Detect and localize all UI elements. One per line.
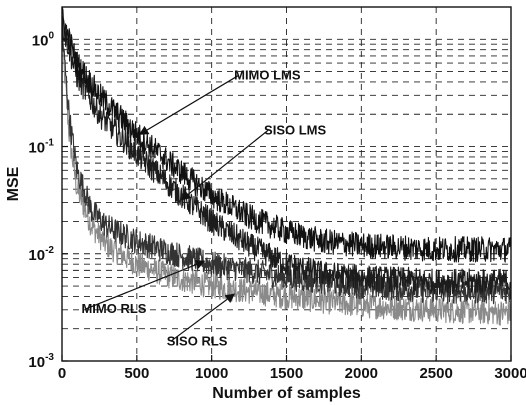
y-tick-label: 10-2 — [28, 245, 54, 264]
series-lines — [61, 7, 512, 326]
axis-ticks: 0 500 1000 1500 2000 2500 3000 100 10-1 10-2 10-3 — [28, 30, 526, 382]
x-tick-label: 500 — [124, 365, 149, 382]
x-tick-label: 1500 — [270, 365, 303, 382]
y-tick-label: 10-3 — [28, 352, 54, 371]
x-axis-label: Number of samples — [212, 385, 361, 402]
x-tick-label: 1000 — [195, 365, 228, 382]
annotations: MIMO LMS SISO LMS MIMO RLS SISO RLS — [81, 68, 326, 349]
series-line-siso-rls — [61, 35, 512, 326]
y-tick-label: 10-1 — [28, 138, 54, 157]
x-tick-label: 0 — [58, 365, 66, 382]
annotation-arrow-siso-lms — [180, 129, 269, 201]
x-tick-label: 2000 — [345, 365, 378, 382]
annotation-label-mimo-lms: MIMO LMS — [234, 68, 301, 83]
series-line-siso-lms — [61, 15, 512, 295]
annotation-arrow-siso-rls — [170, 293, 236, 342]
y-axis-label: MSE — [5, 166, 22, 201]
x-tick-label: 3000 — [494, 365, 526, 382]
annotation-arrow-mimo-lms — [138, 75, 239, 135]
annotation-label-mimo-rls: MIMO RLS — [81, 301, 146, 316]
x-tick-label: 2500 — [419, 365, 452, 382]
series-line-mimo-lms — [61, 7, 512, 263]
grid-lines — [62, 6, 511, 362]
y-tick-label: 100 — [32, 30, 55, 49]
annotation-label-siso-lms: SISO LMS — [264, 122, 326, 137]
annotation-label-siso-rls: SISO RLS — [167, 333, 228, 348]
annotation-arrow-mimo-rls — [85, 260, 206, 310]
